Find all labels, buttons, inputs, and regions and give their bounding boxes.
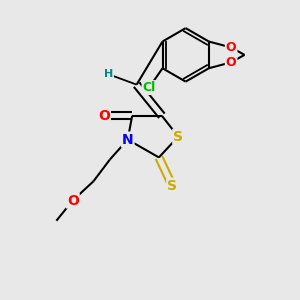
Text: N: N xyxy=(122,133,134,147)
Text: S: S xyxy=(167,179,177,193)
Text: O: O xyxy=(226,41,236,54)
Text: S: S xyxy=(173,130,183,144)
Text: H: H xyxy=(104,69,113,79)
Text: O: O xyxy=(98,109,110,123)
Text: Cl: Cl xyxy=(142,81,156,94)
Text: O: O xyxy=(67,194,79,208)
Text: O: O xyxy=(226,56,236,69)
